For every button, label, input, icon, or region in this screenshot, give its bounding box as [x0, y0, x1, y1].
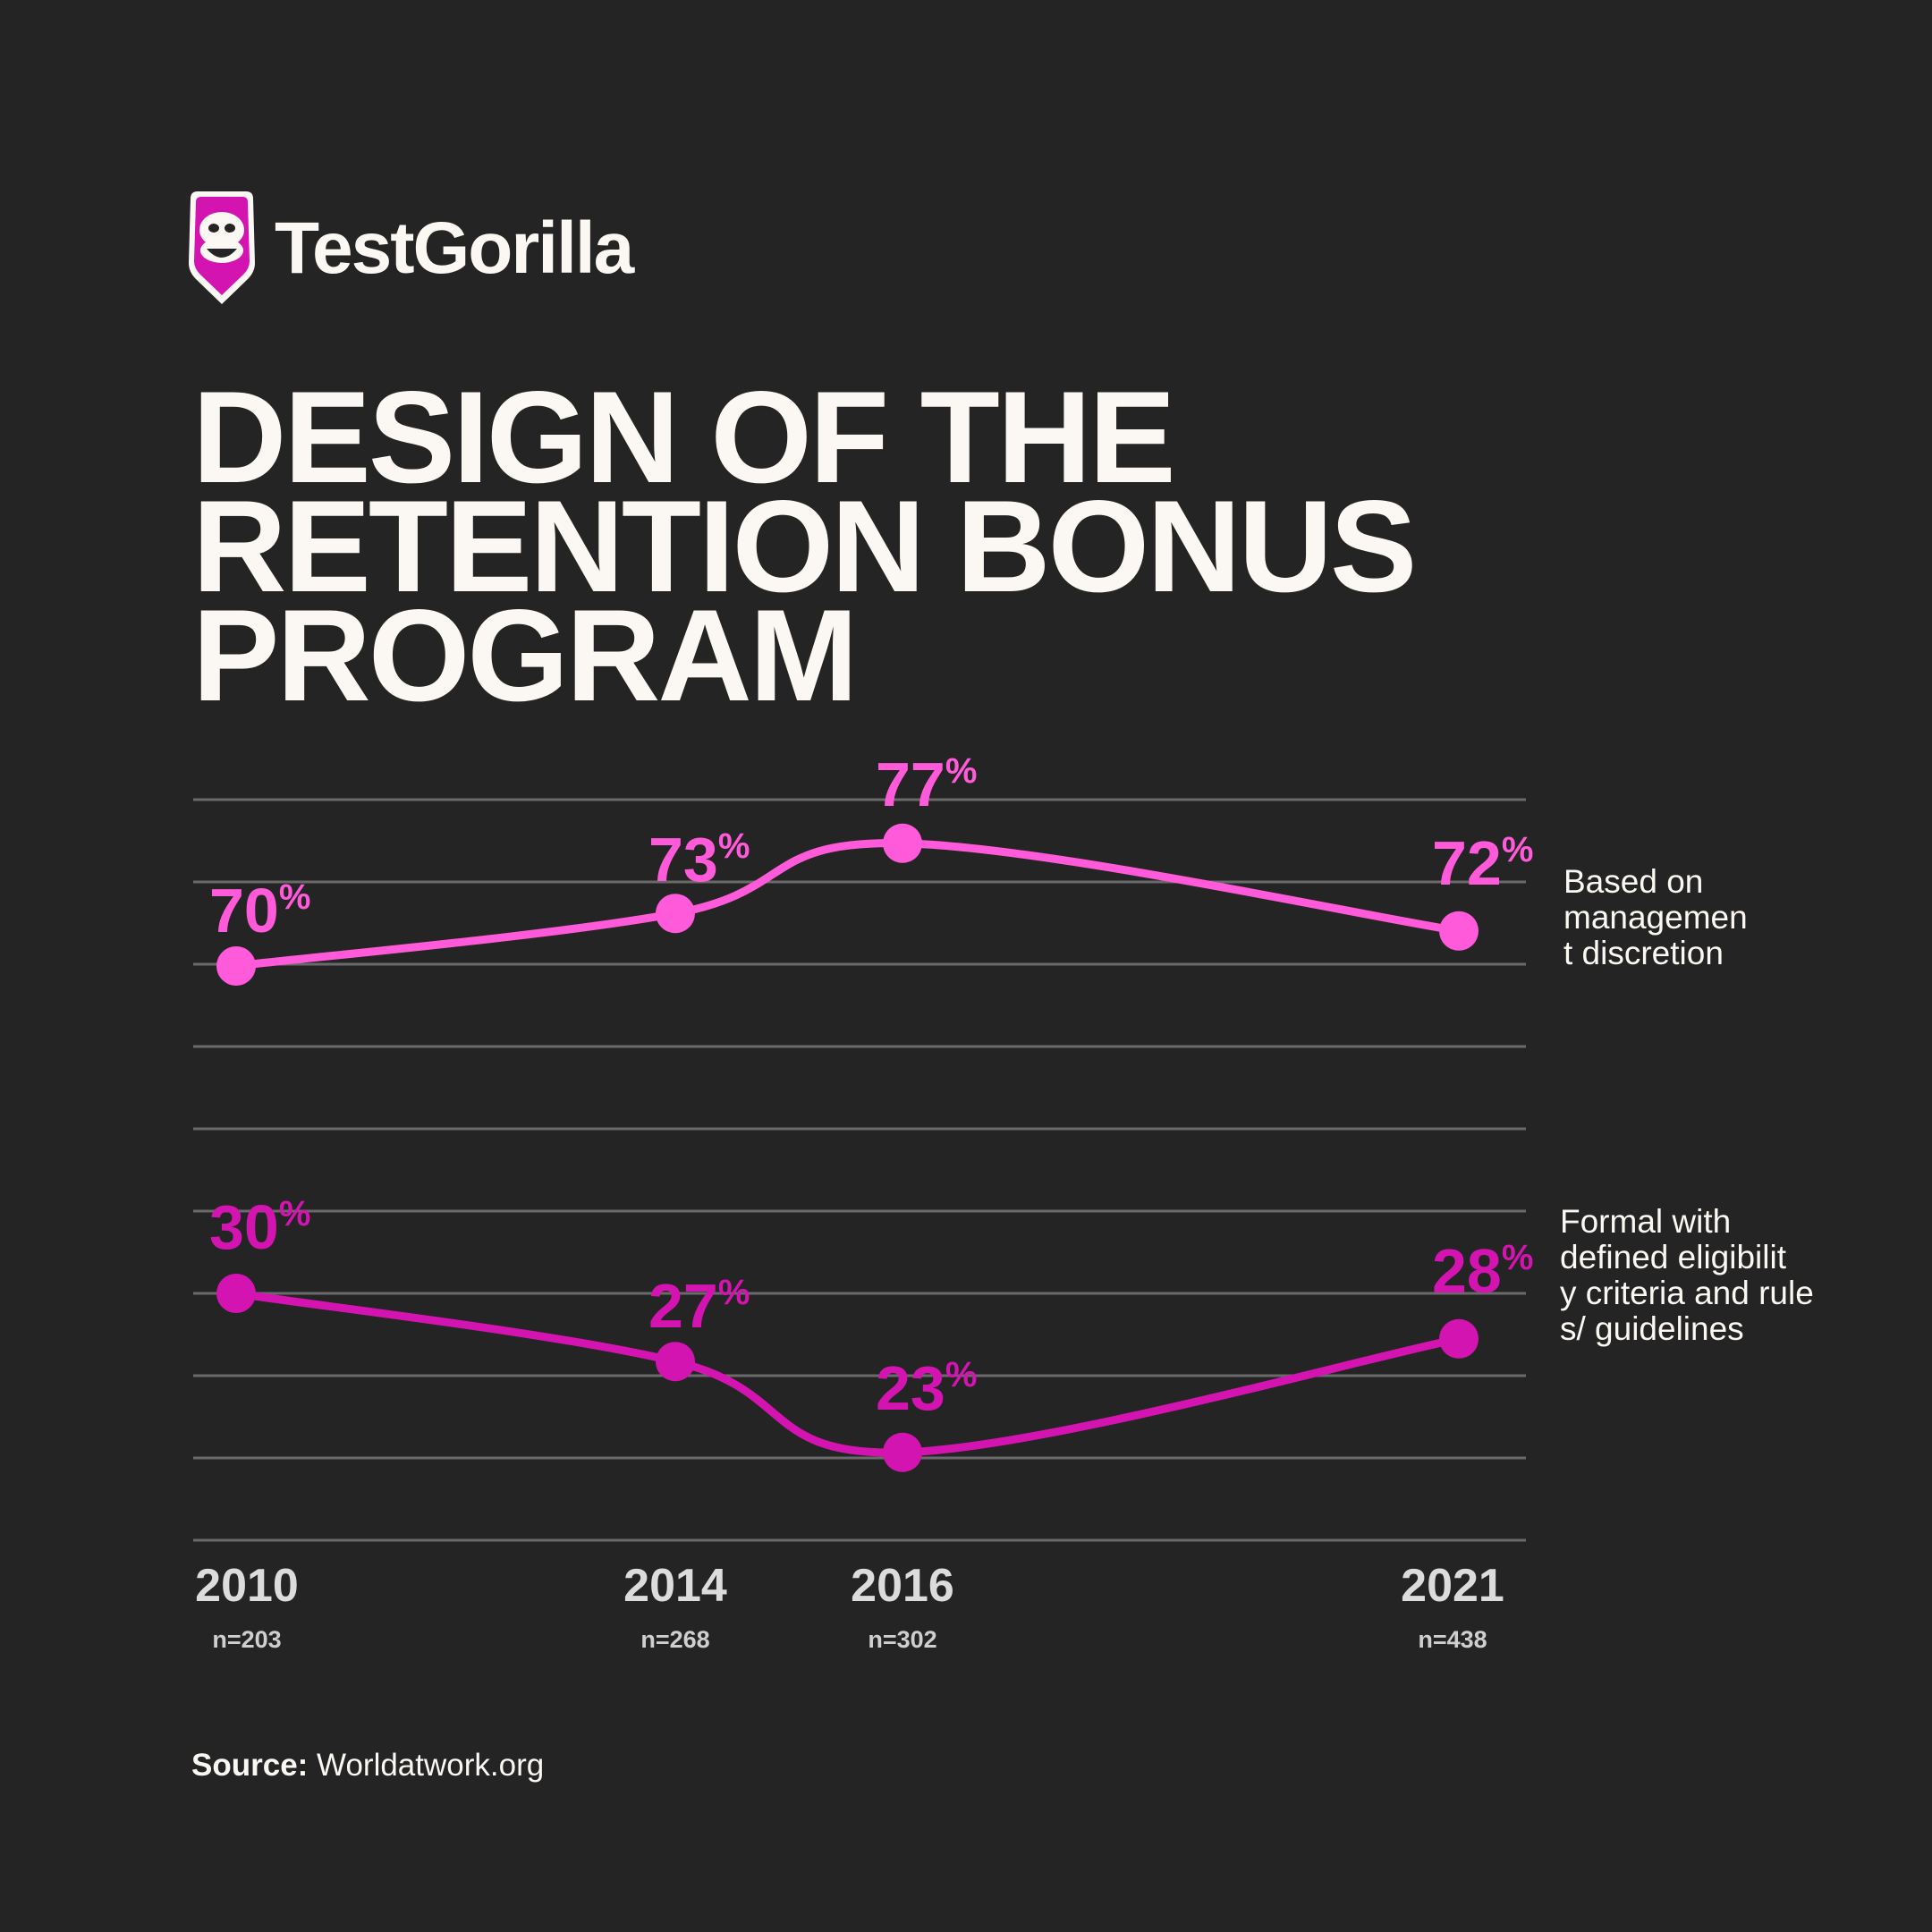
x-tick-sublabel: n=302 [868, 1626, 936, 1653]
data-label: 70% [209, 876, 310, 945]
chart-legend: Based on managemen t discretion Formal with… [1560, 863, 1814, 1347]
data-point [883, 823, 922, 863]
data-point [1439, 1318, 1479, 1359]
chart-series: 70% 73% 77% 72% 30% 27% 23% 28% [209, 750, 1533, 1472]
data-point [1439, 911, 1479, 951]
legend-label: Based on managemen t discretion [1563, 863, 1748, 971]
data-point [216, 946, 256, 986]
brand-name: TestGorilla [275, 208, 634, 289]
data-label: 73% [648, 825, 750, 894]
title-line-3: PROGRAM [192, 582, 858, 728]
source-label: Source: [191, 1748, 309, 1783]
series-1: 70% 73% 77% 72% [209, 750, 1533, 986]
chart-grid [193, 798, 1526, 1542]
title-line-2: RETENTION BONUS [192, 473, 1417, 619]
page-title: DESIGN OF THE RETENTION BONUS PROGRAM [192, 364, 1417, 728]
data-label: 28% [1432, 1236, 1533, 1306]
chart-x-axis: 2010 n=203 2014 n=268 2016 n=302 2021 n=438 [195, 1560, 1504, 1653]
x-tick-sublabel: n=268 [640, 1626, 709, 1653]
title-line-1: DESIGN OF THE [192, 364, 1176, 510]
legend-label: Formal with defined eligibilit y criteria … [1560, 1203, 1814, 1347]
data-point [883, 1432, 922, 1472]
x-tick-label: 2010 [195, 1560, 299, 1612]
data-label: 72% [1432, 828, 1533, 898]
x-tick-label: 2014 [623, 1560, 727, 1612]
data-point [216, 1274, 256, 1313]
data-point [656, 1342, 695, 1382]
data-point [656, 894, 695, 934]
x-tick-sublabel: n=438 [1418, 1626, 1487, 1653]
gorilla-shield-logo-icon [189, 191, 255, 304]
source-value: Worldatwork.org [317, 1748, 545, 1783]
data-label: 27% [648, 1271, 750, 1341]
data-label: 30% [209, 1192, 310, 1262]
data-label: 23% [876, 1353, 977, 1423]
x-tick-sublabel: n=203 [212, 1626, 281, 1653]
series-line [232, 839, 1463, 970]
brand-logo: TestGorilla [183, 190, 634, 308]
x-tick-label: 2021 [1401, 1560, 1504, 1612]
series-line [232, 1289, 1463, 1457]
x-tick-label: 2016 [851, 1560, 954, 1612]
source-note: Source: Worldatwork.org [191, 1748, 544, 1784]
series-2: 30% 27% 23% 28% [209, 1192, 1533, 1472]
data-label: 77% [876, 750, 977, 819]
